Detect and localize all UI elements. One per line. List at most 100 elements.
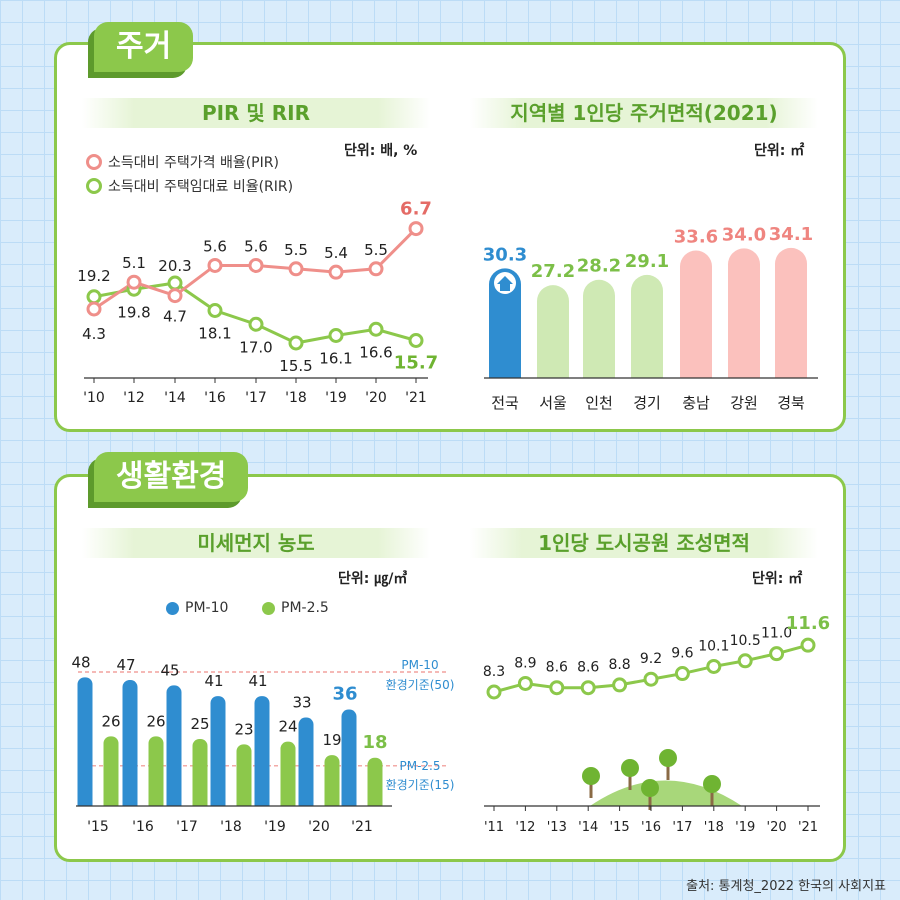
area-value-label: 28.2 bbox=[577, 256, 621, 277]
dust-unit: 단위: ㎍/㎥ bbox=[338, 571, 408, 587]
pir-point bbox=[126, 274, 142, 290]
pm10-bar bbox=[298, 717, 314, 806]
area-value-label: 29.1 bbox=[625, 251, 669, 272]
pir-value-label: 5.4 bbox=[324, 244, 348, 262]
x-tick-label: '14 bbox=[578, 820, 598, 835]
x-tick-label: '12 bbox=[515, 820, 535, 835]
pir-value-label: 6.7 bbox=[400, 199, 432, 220]
pm25-bar-base bbox=[324, 798, 340, 806]
rir-point bbox=[368, 321, 384, 337]
pir-rir-unit: 단위: 배, % bbox=[344, 143, 418, 159]
area-category-label: 경북 bbox=[777, 394, 805, 412]
area-bar bbox=[680, 250, 712, 378]
x-tick-label: '21 bbox=[798, 820, 818, 835]
area-bar bbox=[631, 274, 663, 378]
x-tick-label: '18 bbox=[285, 390, 307, 406]
park-value-label: 9.6 bbox=[671, 646, 693, 662]
tree-icon bbox=[641, 779, 659, 797]
legend-pir-marker bbox=[86, 154, 102, 170]
rir-value-label: 16.6 bbox=[359, 343, 392, 361]
pm10-bar-base bbox=[298, 798, 314, 806]
pm25-value-label: 18 bbox=[362, 732, 387, 753]
x-tick-label: '16 bbox=[204, 390, 226, 406]
park-point bbox=[643, 671, 659, 687]
park-value-label: 9.2 bbox=[640, 651, 662, 667]
pm10-value-label: 41 bbox=[248, 672, 267, 690]
x-tick-label: '17 bbox=[176, 819, 198, 835]
x-tick-label: '16 bbox=[641, 820, 661, 835]
house-icon bbox=[497, 276, 513, 291]
area-bar-base bbox=[728, 362, 760, 378]
area-bar bbox=[489, 268, 521, 378]
pm10-value-label: 47 bbox=[116, 656, 135, 674]
pm25-standard-label: PM-2.5 bbox=[399, 759, 440, 773]
pm10-standard-label: PM-10 bbox=[401, 658, 438, 672]
pm10-bar-base bbox=[77, 798, 93, 806]
park-value-label: 8.3 bbox=[483, 664, 505, 680]
x-tick-label: '12 bbox=[123, 390, 145, 406]
tree-icon bbox=[621, 759, 639, 777]
area-category-label: 경기 bbox=[633, 394, 661, 412]
area-bar-base bbox=[583, 362, 615, 378]
pm10-bar bbox=[122, 680, 138, 806]
park-point bbox=[549, 680, 565, 696]
pir-value-label: 4.7 bbox=[163, 308, 187, 326]
area-value-label: 34.0 bbox=[722, 224, 766, 245]
pm10-bar-base bbox=[341, 798, 357, 806]
pm10-bar-base bbox=[166, 798, 182, 806]
pir-point bbox=[248, 257, 264, 273]
x-tick-label: '18 bbox=[220, 819, 242, 835]
rir-point bbox=[408, 333, 424, 348]
rir-value-label: 17.0 bbox=[239, 338, 272, 356]
pm10-bar bbox=[77, 677, 93, 806]
pm25-bar-base bbox=[236, 798, 252, 806]
area-value-label: 30.3 bbox=[483, 244, 527, 265]
pir-point bbox=[86, 301, 102, 317]
pir-point bbox=[408, 221, 424, 237]
rir-value-label: 15.7 bbox=[394, 353, 438, 374]
rir-point bbox=[328, 328, 344, 343]
x-tick-label: '21 bbox=[351, 819, 373, 835]
rir-point bbox=[288, 335, 304, 351]
x-tick-label: '20 bbox=[365, 390, 387, 406]
pir-point bbox=[328, 264, 344, 280]
pm25-bar-base bbox=[280, 798, 296, 806]
x-tick-label: '13 bbox=[547, 820, 567, 835]
tree-icon bbox=[582, 767, 600, 785]
pm25-value-label: 26 bbox=[101, 712, 120, 730]
pm25-bar bbox=[324, 755, 340, 806]
park-point bbox=[486, 684, 502, 700]
x-tick-label: '17 bbox=[245, 390, 267, 406]
area-bar-base bbox=[680, 362, 712, 378]
tree-trunk bbox=[589, 780, 593, 798]
area-value-label: 27.2 bbox=[531, 261, 575, 282]
tree-trunk bbox=[628, 772, 632, 790]
pir-point bbox=[368, 261, 384, 277]
legend-pm10-marker bbox=[166, 601, 179, 615]
park-title: 1인당 도시공원 조성면적 bbox=[470, 528, 818, 558]
x-tick-label: '20 bbox=[308, 819, 330, 835]
pir-point bbox=[288, 261, 304, 277]
tree-icon bbox=[659, 749, 677, 767]
x-tick-label: '19 bbox=[325, 390, 347, 406]
pm25-bar bbox=[367, 757, 383, 806]
pm25-bar bbox=[192, 739, 208, 806]
pir-rir-title: PIR 및 RIR bbox=[82, 98, 430, 128]
legend-pir-label: 소득대비 주택가격 배율(PIR) bbox=[108, 155, 279, 171]
pm10-value-label: 41 bbox=[204, 672, 223, 690]
pm25-bar bbox=[280, 741, 296, 806]
x-tick-label: '15 bbox=[87, 819, 109, 835]
park-point bbox=[580, 680, 596, 696]
pir-value-label: 5.5 bbox=[364, 241, 388, 259]
pm25-value-label: 25 bbox=[190, 715, 209, 733]
area-category-label: 강원 bbox=[730, 394, 758, 412]
x-tick-label: '15 bbox=[610, 820, 630, 835]
pm10-bar-base bbox=[210, 798, 226, 806]
park-value-label: 8.9 bbox=[514, 655, 536, 671]
pm25-bar-base bbox=[367, 798, 383, 806]
x-tick-label: '18 bbox=[704, 820, 724, 835]
pir-point bbox=[207, 257, 223, 273]
